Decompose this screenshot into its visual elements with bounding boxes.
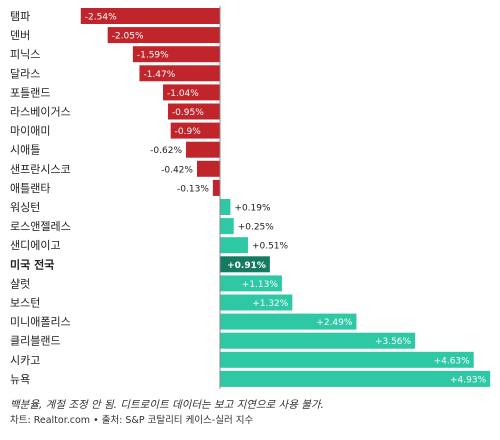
category-label: 클리블랜드 [10, 335, 61, 348]
bar [186, 141, 220, 158]
bar [220, 218, 234, 235]
value-label: -2.05% [112, 32, 144, 42]
category-label: 미국 전국 [10, 257, 54, 271]
bar [220, 256, 270, 273]
bar [170, 122, 220, 139]
category-label: 피닉스 [10, 48, 40, 61]
category-label: 시애틀 [10, 144, 40, 157]
bar [220, 370, 491, 387]
category-label: 샌프란시스코 [10, 163, 71, 176]
footer-note: 백분율, 계절 조정 안 됨. 디트로이트 데이터는 보고 지연으로 사용 불가… [10, 399, 324, 411]
value-label: -1.59% [137, 51, 169, 61]
bar [167, 103, 220, 120]
category-label: 애틀랜타 [10, 182, 50, 195]
value-label: +3.56% [375, 337, 412, 347]
category-label: 샬럿 [10, 277, 30, 290]
bar [220, 199, 231, 215]
bar [80, 8, 220, 24]
bar [132, 46, 220, 63]
category-label: 덴버 [10, 29, 30, 42]
category-label: 보스턴 [10, 297, 40, 310]
bar [196, 160, 220, 177]
bar [139, 65, 220, 82]
value-label: -2.54% [85, 13, 117, 23]
category-label: 달라스 [10, 67, 40, 80]
bar [220, 351, 474, 368]
value-label: -0.62% [150, 146, 182, 156]
value-label: -0.95% [172, 108, 204, 118]
bar [107, 27, 220, 44]
category-label: 샌디에이고 [10, 239, 61, 252]
value-label: +0.25% [238, 223, 275, 233]
bar [220, 275, 282, 292]
bar [220, 313, 357, 330]
category-label: 시카고 [10, 354, 40, 367]
value-label: -1.04% [167, 89, 199, 99]
category-label: 로스앤젤레스 [10, 220, 71, 233]
value-label: +0.19% [234, 204, 271, 214]
category-label: 마이애미 [10, 125, 50, 138]
bar [220, 294, 293, 311]
value-label: +1.32% [252, 299, 289, 309]
value-label: -0.42% [161, 165, 193, 175]
value-label: +0.51% [252, 242, 289, 252]
category-label: 포틀랜드 [10, 86, 50, 99]
category-label: 라스베이거스 [10, 106, 71, 119]
value-label: +0.91% [227, 261, 266, 271]
value-label: -0.9% [175, 127, 202, 137]
bar [220, 237, 248, 254]
bar [163, 84, 220, 101]
value-label: -1.47% [143, 70, 175, 80]
category-label: 뉴욕 [10, 373, 30, 386]
category-label: 미니애폴리스 [10, 316, 71, 329]
value-label: +4.93% [450, 375, 487, 385]
category-label: 탬파 [10, 10, 30, 23]
value-label: -0.13% [177, 184, 209, 194]
bar [212, 179, 220, 196]
value-label: +2.49% [316, 318, 353, 328]
bar [220, 332, 416, 349]
value-label: +4.63% [434, 356, 471, 366]
category-label: 워싱턴 [10, 201, 40, 214]
value-label: +1.13% [242, 280, 279, 290]
footer-source: 차트: Realtor.com • 출처: S&P 코탈리티 케이스-실러 지수 [10, 415, 254, 426]
